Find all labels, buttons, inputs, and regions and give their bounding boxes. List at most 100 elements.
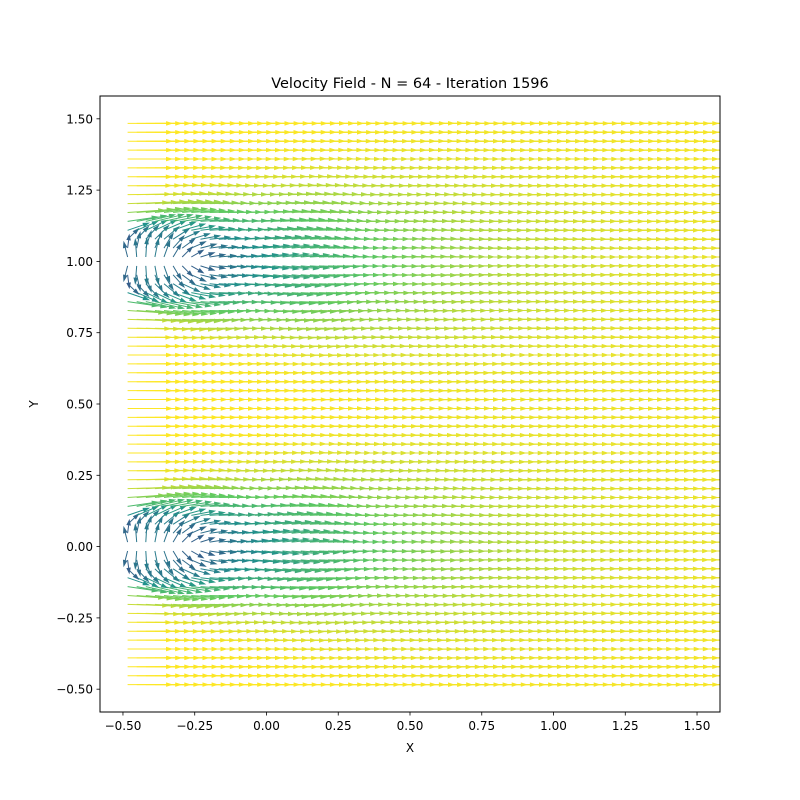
velocity-arrow [191,301,222,307]
velocity-arrow [701,158,720,160]
velocity-arrow [191,249,205,258]
velocity-arrow [163,206,200,213]
velocity-arrow [191,550,205,559]
velocity-arrow [136,505,160,516]
velocity-arrow [701,149,720,151]
x-tick-label: 1.25 [612,719,639,733]
velocity-arrow [182,215,213,222]
x-tick-label: 0.00 [253,719,280,733]
velocity-arrow [701,479,720,481]
velocity-arrow [163,517,174,534]
velocity-arrow [701,577,720,579]
x-axis-label: X [406,741,414,755]
velocity-arrow [209,253,227,258]
velocity-arrow [701,648,720,650]
velocity-arrow [154,550,160,571]
velocity-arrow [701,488,720,490]
velocity-arrow [701,238,720,240]
velocity-arrow [181,559,196,570]
velocity-arrow [122,240,129,258]
velocity-arrow [701,675,720,677]
velocity-arrow [191,526,207,534]
velocity-arrow [701,443,720,445]
velocity-arrow [127,507,151,516]
velocity-arrow [172,228,191,240]
velocity-arrow [154,498,186,507]
velocity-arrow [191,274,207,282]
velocity-arrow [154,301,186,310]
velocity-arrow [163,568,180,583]
velocity-arrow [701,194,720,196]
velocity-arrow [701,541,720,543]
velocity-arrow [136,220,159,231]
x-tick-label: 1.00 [540,719,567,733]
velocity-arrow [172,506,197,516]
velocity-arrow [127,292,151,301]
velocity-arrow [173,492,209,498]
velocity-arrow [701,122,720,124]
velocity-arrow [701,505,720,507]
velocity-arrow [701,318,720,320]
velocity-arrow [181,265,194,277]
velocity-arrow [701,416,720,418]
velocity-arrow [701,612,720,614]
velocity-arrow [701,274,720,276]
velocity-arrow [191,577,217,584]
velocity-arrow [181,531,194,543]
velocity-arrow [173,595,209,601]
velocity-arrow [191,509,217,516]
velocity-arrow [701,666,720,668]
velocity-arrow [182,207,218,213]
y-tick-label: 1.00 [66,255,93,269]
velocity-arrow [701,229,720,231]
velocity-arrow [701,292,720,294]
velocity-arrow [163,586,194,595]
velocity-arrow [127,227,140,240]
velocity-arrow [701,203,720,205]
velocity-arrow [172,568,191,580]
velocity-arrow [701,639,720,641]
quiver-arrows [122,121,720,687]
velocity-arrow [163,559,174,576]
velocity-arrow [701,497,720,498]
y-tick-label: 0.00 [66,540,93,554]
velocity-arrow [701,310,720,311]
velocity-arrow [172,274,185,288]
velocity-arrow [701,381,720,383]
velocity-arrow [181,230,201,240]
velocity-arrow [123,525,129,543]
velocity-arrow [191,265,205,274]
velocity-arrow [163,301,194,310]
velocity-arrow [191,292,217,299]
velocity-arrow [701,345,720,347]
velocity-arrow [200,234,222,240]
velocity-arrow [701,434,720,436]
velocity-arrow [163,595,200,602]
y-tick-label: −0.50 [56,683,93,697]
velocity-arrow [191,241,207,249]
velocity-arrow [127,512,140,525]
velocity-arrow [173,301,204,309]
velocity-arrow [145,498,177,507]
velocity-arrow [191,501,222,507]
velocity-arrow [701,684,720,686]
velocity-arrow [701,327,720,329]
velocity-arrow [191,216,222,222]
velocity-arrow [701,425,720,427]
velocity-arrow [701,301,720,303]
velocity-arrow [701,568,720,570]
velocity-arrow [172,550,182,566]
velocity-arrow [200,510,226,516]
velocity-arrow [182,292,207,300]
velocity-arrow [145,577,169,589]
velocity-arrow [154,224,170,240]
velocity-arrow [133,238,139,258]
velocity-arrow [172,265,182,281]
y-tick-label: 1.50 [66,112,93,126]
velocity-arrow [191,586,222,592]
velocity-arrow [200,243,218,249]
velocity-arrow [701,247,720,249]
velocity-arrow [191,568,211,575]
velocity-arrow [701,140,720,142]
velocity-arrow [701,657,720,659]
